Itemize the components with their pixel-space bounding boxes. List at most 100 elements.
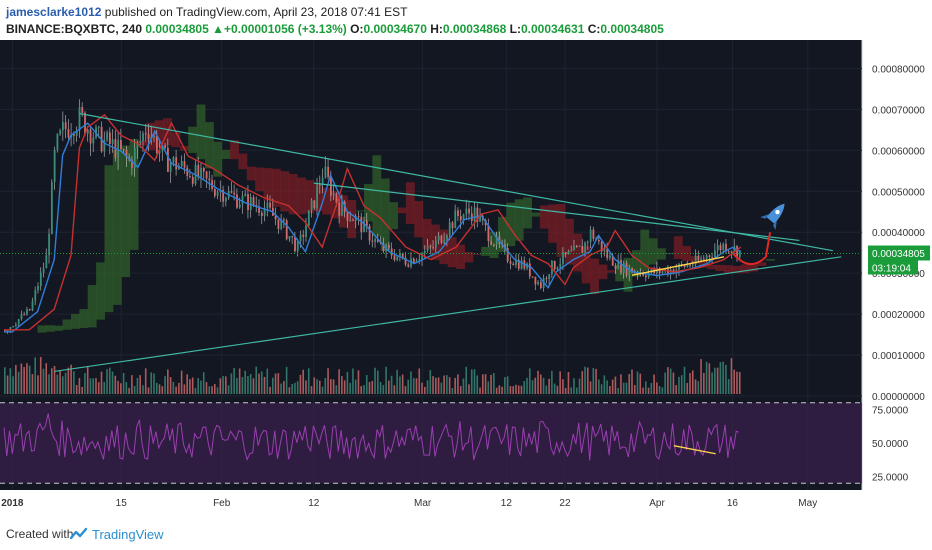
volume-bar [48, 374, 50, 394]
symbol-label: BINANCE:BQXBTC, 240 [6, 22, 143, 36]
volume-bar [238, 368, 241, 394]
candle-body [504, 244, 506, 248]
cloud-segment [506, 202, 516, 247]
volume-bar [697, 381, 700, 394]
volume-bar [426, 380, 429, 394]
tradingview-brand-link[interactable]: TradingView [92, 527, 164, 542]
volume-bar [122, 372, 125, 394]
candle-body [586, 241, 589, 243]
x-axis: 2018 15 Feb 12 Mar 12 22 Apr 16 May [1, 498, 817, 509]
candle-body [725, 243, 727, 252]
candle-body [67, 129, 70, 138]
cloud-segment [121, 145, 131, 278]
cloud-segment [104, 165, 114, 313]
volume-bar [266, 368, 269, 394]
volume-bar [219, 378, 222, 394]
candle-body [213, 188, 216, 196]
candle-body [730, 251, 733, 253]
candle-body [678, 264, 680, 270]
candle-body [600, 241, 603, 252]
volume-bar [653, 374, 655, 394]
candle-body [412, 258, 415, 263]
candle-body [360, 216, 363, 233]
candle-body [285, 220, 288, 240]
volume-bar [139, 375, 141, 394]
candle-body [440, 235, 443, 243]
cloud-segment [548, 204, 558, 243]
cloud-segment [96, 262, 105, 320]
volume-bar [661, 387, 664, 394]
volume-bar [147, 387, 150, 394]
volume-bar [564, 387, 567, 394]
cloud-segment [573, 233, 583, 272]
author-link[interactable]: jamesclarke1012 [6, 5, 102, 19]
rsi-line [3, 413, 740, 461]
cloud-segment [481, 246, 491, 256]
last-price-box [868, 245, 930, 261]
volume-bar [194, 387, 197, 394]
candle-body [142, 133, 144, 141]
volume-bar [515, 384, 517, 394]
volume-bar [468, 384, 470, 394]
cloud-segment [372, 155, 382, 237]
candle-body [305, 226, 307, 237]
volume-bar [202, 372, 205, 394]
candle-body [263, 208, 266, 216]
volume-bar [310, 386, 313, 394]
chart-canvas[interactable]: 0.00080000 0.00070000 0.00060000 0.00050000… [0, 40, 932, 518]
cloud-segment [188, 126, 198, 153]
candle-body [374, 239, 377, 242]
volume-bar [352, 368, 354, 394]
volume-bar [316, 379, 318, 394]
volume-bar [636, 371, 639, 394]
volume-bar [59, 370, 61, 394]
volume-bar [167, 369, 169, 394]
candle-body [255, 204, 258, 207]
volume-bar [678, 376, 680, 394]
x-tick-label: 22 [559, 498, 571, 509]
volume-bar [520, 385, 523, 394]
volume-bar [263, 376, 266, 394]
candle-body [97, 126, 100, 128]
candle-body [490, 241, 493, 245]
candle-body [230, 191, 233, 193]
y-tick-label: 0.00040000 [872, 228, 925, 239]
candle-body [205, 171, 208, 179]
volume-bar [412, 378, 415, 394]
cloud-segment [673, 236, 683, 259]
candle-body [178, 166, 180, 170]
volume-bar [213, 383, 216, 394]
volume-bar [642, 387, 644, 394]
candle-body [457, 210, 459, 216]
volume-bar [197, 378, 200, 394]
candle-body [459, 215, 462, 221]
candle-body [56, 134, 59, 150]
volume-bar [73, 371, 75, 394]
candle-body [517, 259, 520, 269]
volume-bar [708, 363, 711, 394]
volume-bar [719, 362, 722, 394]
volume-bar [476, 375, 479, 394]
candle-body [611, 255, 614, 266]
y-tick-label: 0.00000000 [872, 392, 925, 403]
volume-bar [429, 370, 432, 394]
volume-bar [722, 361, 724, 394]
candle-body [316, 185, 319, 209]
volume-bar [222, 376, 224, 394]
volume-bar [457, 374, 459, 394]
volume-bar [586, 367, 589, 394]
cloud-segment [288, 174, 298, 215]
cloud-segment [271, 168, 281, 207]
volume-bar [183, 384, 186, 394]
volume-bar [153, 373, 155, 394]
volume-bar [614, 376, 617, 394]
volume-bar [363, 385, 365, 394]
cloud-segment [389, 202, 399, 230]
volume-bar [376, 370, 379, 394]
candle-body [451, 222, 454, 229]
candle-body [465, 208, 468, 215]
high-label: H: [430, 22, 443, 36]
volume-bar [131, 375, 133, 394]
candle-body [575, 246, 578, 248]
volume-bar [67, 367, 70, 394]
